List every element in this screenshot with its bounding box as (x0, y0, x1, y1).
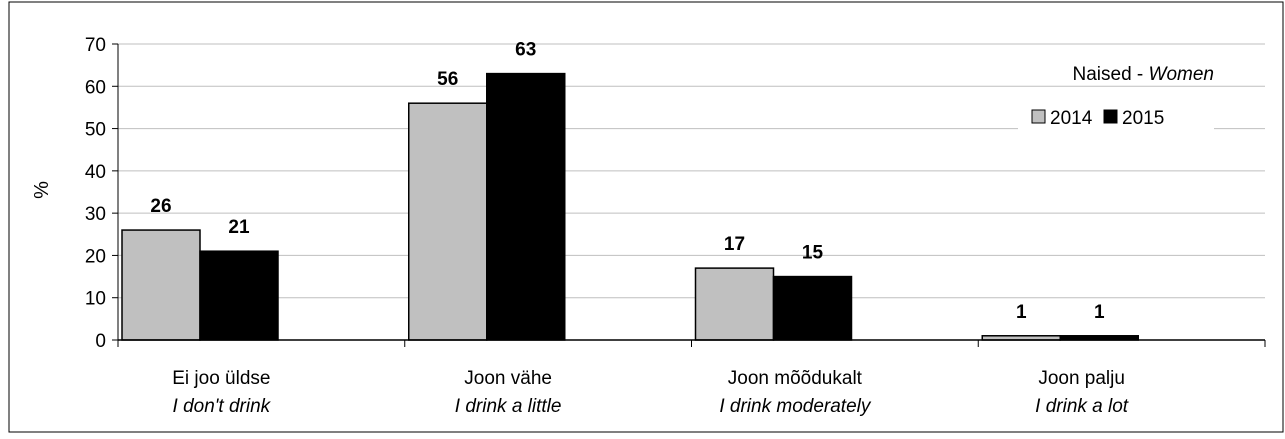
x-tick-label: Joon vähe (464, 368, 552, 389)
x-tick-label: Joon mõõdukalt (728, 368, 863, 389)
data-label: 56 (437, 69, 458, 90)
legend-title: Naised - Women (1073, 64, 1215, 85)
x-tick-sublabel: I don't drink (173, 396, 272, 417)
x-tick-sublabel: I drink a lot (1035, 396, 1129, 417)
legend-items: 2014 2015 (1031, 108, 1164, 129)
y-tick-label: 20 (85, 246, 106, 267)
legend-swatch-2015 (1103, 109, 1118, 124)
data-label: 17 (724, 234, 745, 255)
bar-2014-3 (694, 267, 775, 341)
y-tick-label: 0 (95, 331, 106, 352)
bar-2015-1 (199, 250, 279, 341)
bars (121, 72, 1139, 341)
y-tick-label: 70 (85, 35, 106, 56)
x-tick-sublabel: I drink a little (455, 396, 562, 417)
x-tick-label: Ei joo üldse (172, 368, 270, 389)
data-label: 1 (1016, 302, 1027, 323)
data-label: 26 (150, 196, 171, 217)
data-labels: 26 21 56 63 17 15 1 1 (150, 40, 1105, 323)
chart-border (8, 1, 1284, 433)
gridlines (118, 43, 1265, 299)
legend-label-2015: 2015 (1122, 108, 1164, 129)
legend-title-main: Naised - (1073, 64, 1149, 85)
x-tick-sublabel: I drink moderately (719, 396, 872, 417)
y-tick-label: 40 (85, 162, 106, 183)
x-tick-label: Joon palju (1038, 368, 1125, 389)
y-axis: 0 10 20 30 40 50 60 70 (85, 35, 119, 352)
bar-2014-2 (408, 102, 488, 341)
data-label: 15 (802, 243, 824, 264)
legend-swatch-2014 (1031, 109, 1046, 124)
bar-2014-1 (121, 229, 201, 341)
data-label: 21 (228, 217, 250, 238)
data-label: 63 (515, 40, 536, 61)
data-label: 1 (1094, 302, 1105, 323)
legend-title-italic: Women (1149, 64, 1214, 85)
x-axis: Ei joo üldse I don't drink Joon vähe I drin… (117, 339, 1266, 417)
legend-label-2014: 2014 (1050, 108, 1093, 129)
y-tick-label: 30 (85, 204, 106, 225)
bar-2015-3 (772, 275, 853, 341)
bar-2015-2 (486, 72, 566, 341)
y-tick-label: 60 (85, 77, 106, 98)
y-tick-label: 50 (85, 120, 106, 141)
y-tick-label: 10 (85, 289, 106, 310)
legend: Naised - Women 2014 2015 (1018, 64, 1214, 134)
y-axis-label: % (31, 181, 53, 199)
